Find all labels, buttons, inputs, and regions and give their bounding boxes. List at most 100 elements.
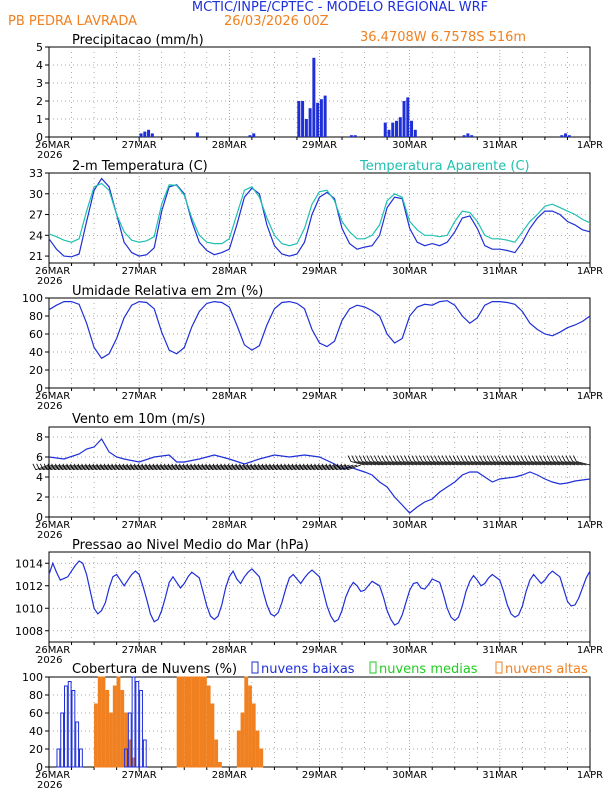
wind-barb — [527, 461, 542, 466]
wind-barb — [512, 461, 527, 466]
wind-barb — [535, 461, 549, 466]
precip-bar — [387, 129, 391, 137]
precip-bar — [398, 117, 402, 137]
wind-barb-flag — [347, 455, 352, 462]
cloud-bar-baixas — [142, 739, 147, 768]
wind-barb-flag — [501, 455, 506, 462]
wind-barb-flag — [497, 455, 502, 462]
temp-legend-label: Temperatura Aparente (C) — [359, 159, 530, 174]
wind-barb-flag — [430, 455, 435, 462]
wind-barb — [358, 461, 373, 466]
header-station: PB PEDRA LAVRADA — [8, 14, 137, 29]
wind-barb-flag — [231, 463, 236, 470]
wind-barb — [459, 461, 474, 466]
temp-day-label: 27MAR — [122, 266, 157, 277]
precip-bar — [319, 99, 323, 137]
wind-barb — [350, 461, 365, 466]
wind-barb — [557, 461, 572, 466]
wind-barb-flag — [36, 463, 40, 470]
cloud-bar-altas — [199, 676, 204, 768]
wind-barb — [369, 461, 384, 466]
wind-barb — [354, 461, 369, 466]
wind-barb-flag — [291, 463, 296, 470]
precip-bar — [147, 129, 151, 137]
wind-barb — [523, 461, 538, 466]
wind-barb — [347, 464, 361, 471]
wind-barb-flag — [209, 463, 213, 470]
rh-day-label: 31MAR — [482, 391, 517, 402]
wind-barb — [478, 461, 493, 466]
precip-bar — [402, 101, 406, 137]
wind-barb-flag — [302, 463, 307, 470]
pmsl-ytick-label: 1014 — [15, 557, 43, 570]
wind-barb-flag — [186, 463, 191, 470]
wind-barb-flag — [66, 463, 71, 470]
wind-barb-flag — [55, 463, 59, 470]
wind-day-label: 31MAR — [482, 520, 517, 531]
precip-day-label: 29MAR — [302, 140, 337, 151]
wind-barb — [429, 461, 444, 466]
precip-bar — [308, 108, 312, 137]
wind-barb-flag — [272, 463, 277, 470]
pmsl-year-label: 2026 — [37, 655, 62, 666]
wind-barb-flag — [520, 455, 525, 462]
wind-barb — [493, 461, 508, 466]
wind-barb — [561, 461, 576, 466]
precip-day-label: 31MAR — [482, 140, 517, 151]
wind-barb — [373, 461, 388, 466]
cloud-bar-baixas — [75, 721, 80, 768]
wind-barb-flag — [284, 463, 288, 470]
cloud-bar-altas — [240, 712, 245, 768]
precip-bar — [470, 135, 474, 137]
wind-barb-flag — [152, 463, 157, 470]
temp-ytick-label: 27 — [29, 209, 43, 222]
temp-ytick-label: 24 — [29, 229, 43, 242]
wind-barb-flag — [419, 455, 423, 462]
wind-barb-flag — [126, 463, 131, 470]
wind-barb — [343, 464, 358, 471]
header-title: MCTIC/INPE/CPTEC - MODELO REGIONAL WRF — [192, 0, 488, 15]
wind-barb-flag — [426, 455, 431, 462]
wind-barb-flag — [227, 463, 232, 470]
precip-bar — [301, 101, 305, 137]
precip-bar — [304, 119, 308, 137]
clouds-title: Cobertura de Nuvens (%) — [72, 662, 237, 677]
wind-barb — [388, 461, 403, 466]
clouds-ytick-label: 20 — [29, 743, 43, 756]
wind-barb — [553, 461, 568, 466]
wind-barb-flag — [205, 463, 210, 470]
cloud-bar-altas — [255, 730, 260, 768]
cloud-bar-baixas — [135, 681, 140, 768]
clouds-ytick-label: 60 — [29, 707, 43, 720]
clouds-day-label: 31MAR — [482, 770, 517, 781]
cloud-bar-baixas — [79, 748, 83, 768]
wind-barb-flag — [242, 463, 247, 470]
wind-barb — [531, 461, 546, 466]
wind-barb — [448, 461, 463, 466]
wind-barb-flag — [535, 455, 540, 462]
wind-barb-flag — [103, 463, 108, 470]
rh-ytick-label: 40 — [29, 346, 43, 359]
wind-barb-flag — [550, 455, 555, 462]
wind-barb-flag — [355, 455, 359, 462]
wind-barb-flag — [239, 463, 243, 470]
precip-day-label: 1APR — [577, 140, 603, 151]
wind-barb-flag — [130, 463, 134, 470]
wind-barb — [565, 461, 579, 466]
wind-barb — [426, 461, 440, 466]
wind-barb-flag — [58, 463, 63, 470]
wind-barb-flag — [471, 455, 476, 462]
wind-barb-flag — [235, 463, 240, 470]
cloud-bar-altas — [236, 730, 241, 768]
wind-barb — [504, 461, 519, 466]
wind-barb — [411, 461, 425, 466]
wind-barb-flag — [531, 455, 536, 462]
rh-line-umidade — [48, 300, 591, 360]
precip-bar — [353, 135, 357, 137]
wind-ytick-label: 6 — [36, 451, 43, 464]
wind-barb — [474, 461, 489, 466]
wind-barb — [519, 461, 534, 466]
wind-barb-flag — [171, 463, 176, 470]
cloud-bar-altas — [244, 676, 249, 768]
wind-barb-flag — [404, 455, 408, 462]
